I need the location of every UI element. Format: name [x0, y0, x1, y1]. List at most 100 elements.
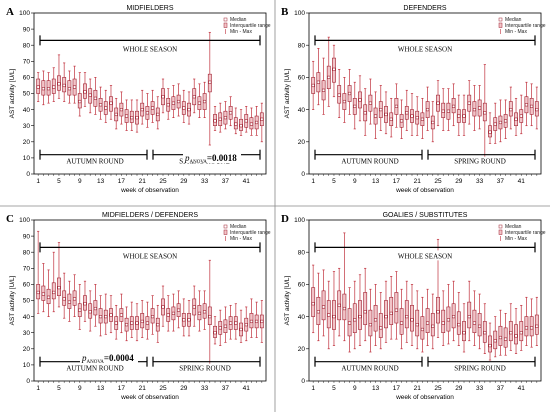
panel-c-p-value: pANOVA=0.0004: [80, 352, 138, 365]
median-marker: [509, 108, 513, 112]
spring-round-label: SPRING ROUND: [454, 158, 506, 166]
median-marker: [316, 310, 320, 314]
interquartile-box: [488, 335, 492, 353]
median-marker: [488, 130, 492, 134]
panel-a-ytick-label: 40: [23, 107, 31, 114]
panel-b-ytick-label: 20: [298, 139, 306, 146]
panel-a-box-week-3: [46, 72, 51, 104]
panel-b-letter: B: [281, 6, 289, 18]
median-marker: [379, 108, 383, 112]
median-marker: [342, 306, 346, 311]
panel-c-box-week-5: [57, 242, 61, 308]
panel-b-box-week-7: [342, 77, 347, 123]
median-marker: [347, 91, 352, 96]
panel-c-ytick-label: 50: [23, 298, 31, 305]
median-marker: [524, 326, 529, 330]
median-marker: [223, 116, 228, 120]
median-marker: [321, 305, 326, 309]
median-marker: [327, 75, 331, 79]
median-marker: [472, 108, 477, 112]
panel-b-box-week-33: [477, 85, 482, 130]
panel-a-ytick-label: 80: [23, 42, 31, 49]
panel-a-box-week-17: [119, 91, 124, 125]
panel-c-xtick-label: 41: [243, 385, 251, 392]
panel-b-xtick-label: 25: [434, 178, 442, 185]
panel-b-box-week-40: [514, 97, 518, 136]
median-marker: [498, 120, 503, 125]
panel-a-ytick-label: 50: [23, 91, 31, 98]
median-marker: [145, 111, 149, 115]
legend-median-label: Median: [505, 17, 522, 23]
panel-d: GOALIES / SUBSTITUTES D 0 20 40 60 80 100 1 5 9 13 1…: [281, 212, 546, 401]
panel-d-box-week-20: [410, 284, 414, 346]
median-marker: [203, 99, 207, 104]
panel-b-xtick-label: 41: [518, 178, 526, 185]
panel-a-xtick-label: 21: [139, 178, 147, 185]
panel-a-ytick-label: 30: [23, 123, 31, 130]
spring-label-bg: [450, 363, 510, 373]
panel-b-box-week-5: [332, 44, 336, 98]
panel-b-box-week-42: [524, 81, 529, 127]
p-value-bg: [80, 352, 138, 363]
panel-b-box-week-19: [404, 89, 409, 131]
median-marker: [62, 83, 66, 88]
median-marker: [140, 319, 144, 324]
median-marker: [311, 83, 315, 88]
median-marker: [358, 98, 362, 102]
panel-c-box-week-30: [187, 300, 191, 337]
legend-minmax-label: Min - Max: [230, 236, 252, 242]
median-marker: [104, 314, 108, 319]
panel-d-ytick-label: 20: [298, 346, 306, 353]
median-marker: [452, 104, 456, 108]
panel-b-box-week-25: [436, 80, 440, 127]
interquartile-box: [342, 293, 347, 321]
median-marker: [467, 314, 471, 319]
p-value-bg: [183, 152, 241, 163]
median-marker: [124, 323, 129, 327]
median-marker: [177, 308, 181, 312]
panel-a-box-week-33: [202, 81, 207, 119]
median-marker: [244, 323, 248, 327]
median-marker: [36, 290, 40, 295]
panel-a-box-week-19: [129, 99, 134, 131]
panel-d-box-week-27: [446, 284, 451, 345]
p-symbol: p: [81, 353, 87, 363]
panel-a-x-axis-label: week of observation: [120, 187, 179, 194]
panel-d-box-week-18: [399, 288, 404, 350]
panel-a-box-week-30: [187, 91, 191, 125]
panel-b-box-week-41: [519, 94, 524, 135]
panel-a-box-week-43: [254, 106, 259, 136]
panel-a-y-axis-label: AST activity [U/L]: [9, 68, 16, 118]
legend-minmax-label: Min - Max: [505, 236, 527, 242]
interquartile-box: [503, 327, 508, 348]
panel-c: MIDFIELDERS / DEFENDERS C 0 10 20 30 40 50 60 70 8…: [6, 212, 271, 401]
panel-c-box-week-36: [218, 309, 223, 346]
interquartile-box: [472, 309, 477, 334]
panel-c-ytick-label: 40: [23, 314, 31, 321]
legend-bg: [222, 223, 265, 242]
spring-round-label: SPRING ROUND: [179, 365, 231, 373]
panel-a-ytick-label: 100: [19, 10, 30, 17]
median-marker: [519, 114, 523, 118]
spring-round-label: SPRING ROUND: [454, 365, 506, 373]
panel-b-xtick-label: 9: [353, 178, 357, 185]
median-marker: [332, 67, 336, 71]
panel-a-title: MIDFIELDERS: [126, 5, 173, 12]
median-marker: [426, 321, 430, 325]
median-marker: [83, 302, 87, 306]
panel-d-xtick-label: 37: [497, 385, 505, 392]
median-marker: [498, 335, 503, 340]
median-marker: [208, 80, 212, 84]
panel-c-box-week-23: [150, 295, 155, 335]
panel-b-box-week-27: [446, 88, 451, 131]
median-marker: [229, 111, 233, 115]
panel-a-ytick-label: 70: [23, 59, 31, 66]
median-marker: [124, 114, 129, 118]
panel-c-ytick-label: 0: [26, 378, 30, 385]
panel-c-xtick-label: 9: [78, 385, 82, 392]
panel-d-box-week-30: [462, 303, 466, 353]
median-marker: [255, 120, 259, 125]
panel-a-ytick-label: 0: [26, 171, 30, 178]
legend-bg: [497, 16, 540, 35]
interquartile-box: [368, 309, 373, 337]
